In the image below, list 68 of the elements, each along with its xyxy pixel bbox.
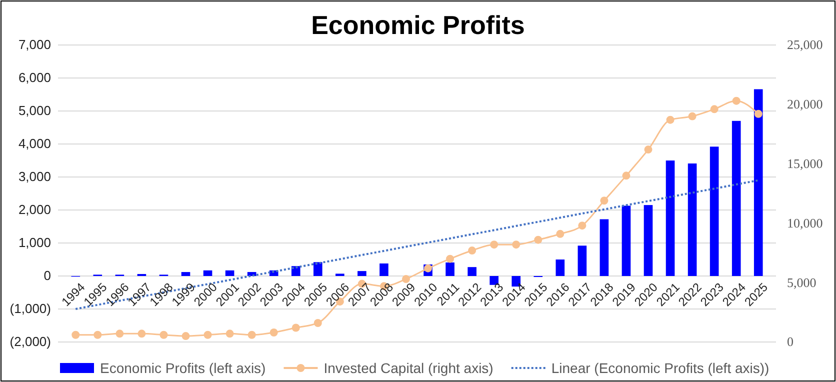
point [534, 236, 542, 244]
y-tick-label: 3,000 [18, 169, 51, 184]
bar [313, 262, 322, 276]
y-tick-label: 4,000 [18, 136, 51, 152]
point [754, 110, 762, 118]
y2-tick-label: 15,000 [787, 156, 823, 171]
point [270, 328, 278, 336]
bar [688, 163, 697, 276]
bar [181, 272, 190, 276]
bar [754, 89, 763, 276]
chart-title: Economic Profits [311, 10, 525, 40]
point [644, 146, 652, 154]
point [710, 105, 718, 114]
point [116, 330, 124, 338]
point [226, 330, 234, 338]
y-tick-label: (1,000) [10, 301, 51, 316]
point [446, 254, 454, 263]
bar [358, 271, 366, 276]
bar [380, 263, 388, 276]
point [688, 112, 696, 120]
legend-label: Economic Profits (left axis) [100, 360, 266, 376]
point [578, 222, 586, 230]
point [468, 246, 476, 255]
bar [710, 146, 719, 276]
point [512, 240, 520, 249]
bar [490, 276, 498, 285]
bar [556, 260, 565, 276]
point [182, 332, 190, 340]
point [94, 330, 102, 339]
y-tick-label: 7,000 [18, 37, 51, 52]
point [490, 240, 498, 249]
bar [622, 206, 631, 276]
y2-tick-label: 0 [787, 334, 794, 350]
y-tick-label: 5,000 [18, 103, 51, 118]
y-tick-label: (2,000) [10, 334, 51, 350]
point [402, 275, 410, 284]
bar [578, 246, 587, 276]
point [622, 172, 630, 180]
point [732, 96, 740, 105]
bar [468, 267, 476, 276]
y2-tick-label: 25,000 [787, 37, 823, 52]
point [556, 230, 564, 238]
point [248, 330, 256, 339]
y2-tick-label: 10,000 [787, 215, 823, 230]
bar [446, 262, 454, 276]
bar [600, 219, 609, 276]
y-tick-label: 6,000 [18, 70, 51, 86]
y-tick-label: 0 [44, 268, 51, 284]
y2-tick-label: 5,000 [787, 274, 816, 290]
bar [644, 205, 653, 276]
point [204, 330, 212, 339]
point [160, 330, 168, 339]
point [138, 330, 146, 338]
bar [732, 120, 741, 276]
bar [291, 266, 300, 276]
point [666, 116, 674, 124]
point [292, 324, 300, 332]
bar [225, 270, 234, 276]
point [314, 318, 322, 327]
legend-label: Invested Capital (right axis) [324, 360, 494, 376]
y-tick-label: 1,000 [18, 235, 51, 250]
bar [203, 270, 212, 276]
bar [666, 160, 675, 276]
legend-label: Linear (Economic Profits (left axis)) [551, 360, 770, 376]
point [600, 196, 608, 205]
y-tick-label: 2,000 [18, 202, 51, 218]
y2-tick-label: 20,000 [787, 96, 823, 112]
point [72, 330, 80, 339]
